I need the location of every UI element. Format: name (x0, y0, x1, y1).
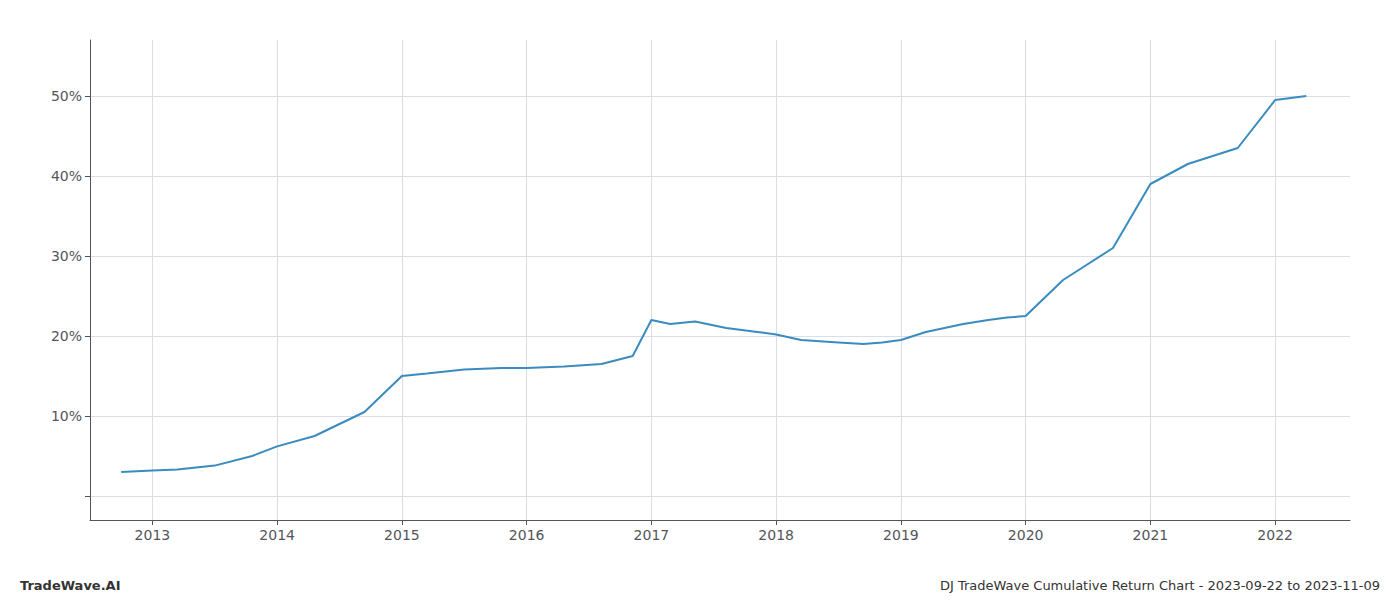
svg-text:2019: 2019 (883, 527, 919, 543)
svg-text:40%: 40% (51, 168, 82, 184)
svg-text:2018: 2018 (758, 527, 794, 543)
svg-text:20%: 20% (51, 328, 82, 344)
svg-text:DJ TradeWave Cumulative Return: DJ TradeWave Cumulative Return Chart - 2… (940, 578, 1380, 593)
svg-text:50%: 50% (51, 88, 82, 104)
svg-text:2016: 2016 (509, 527, 545, 543)
svg-text:2014: 2014 (259, 527, 295, 543)
svg-text:2022: 2022 (1257, 527, 1293, 543)
svg-text:2020: 2020 (1008, 527, 1044, 543)
svg-text:30%: 30% (51, 248, 82, 264)
svg-text:2017: 2017 (634, 527, 670, 543)
svg-text:2015: 2015 (384, 527, 420, 543)
svg-text:TradeWave.AI: TradeWave.AI (20, 578, 121, 593)
svg-text:2013: 2013 (135, 527, 171, 543)
svg-text:10%: 10% (51, 408, 82, 424)
svg-text:2021: 2021 (1133, 527, 1169, 543)
